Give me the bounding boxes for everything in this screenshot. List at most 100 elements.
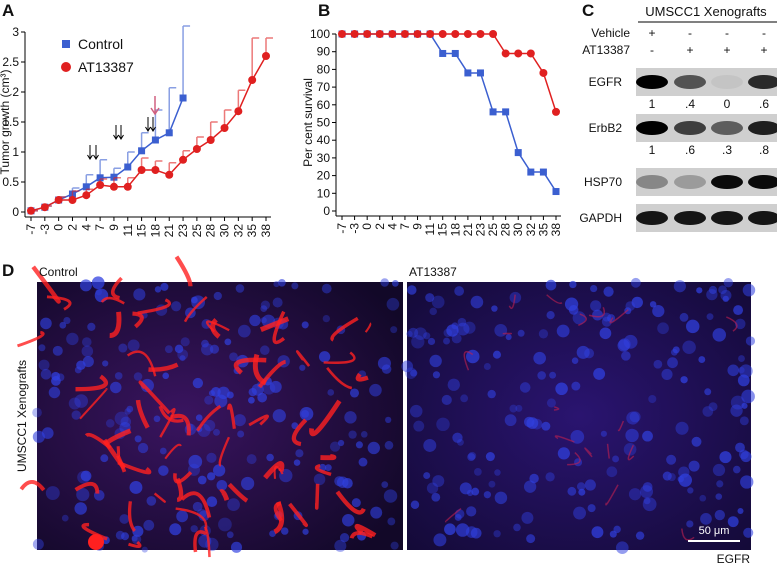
marker bbox=[553, 188, 560, 195]
nucleus bbox=[689, 461, 700, 472]
band-label: ErbB2 bbox=[589, 121, 623, 135]
quant: .3 bbox=[722, 143, 732, 157]
nucleus bbox=[51, 372, 60, 381]
nucleus bbox=[709, 286, 717, 294]
nucleus bbox=[266, 454, 274, 462]
marker bbox=[338, 30, 346, 38]
nucleus bbox=[146, 496, 156, 506]
nucleus bbox=[692, 437, 702, 447]
nucleus bbox=[380, 278, 389, 287]
nucleus bbox=[537, 371, 546, 380]
nucleus bbox=[410, 405, 423, 418]
marker bbox=[490, 108, 497, 115]
nucleus bbox=[82, 345, 94, 357]
marker bbox=[477, 69, 484, 76]
panel-d: Control AT13387 UMSCC1 Xenografts 50 μm … bbox=[15, 257, 755, 566]
nucleus bbox=[547, 311, 555, 319]
sign: + bbox=[686, 43, 693, 57]
nucleus bbox=[533, 352, 546, 365]
y-tick-label: 0 bbox=[323, 204, 330, 218]
nucleus bbox=[171, 301, 181, 311]
nucleus bbox=[350, 388, 359, 397]
nucleus bbox=[142, 547, 148, 553]
row-label: AT13387 bbox=[582, 43, 630, 57]
error-bar bbox=[169, 88, 176, 133]
nucleus bbox=[618, 338, 630, 350]
nucleus bbox=[135, 435, 142, 442]
nucleus bbox=[207, 496, 218, 507]
nucleus bbox=[273, 298, 283, 308]
nucleus bbox=[686, 320, 699, 333]
nucleus bbox=[213, 429, 220, 436]
nucleus bbox=[411, 501, 419, 509]
nucleus bbox=[707, 313, 714, 320]
nucleus bbox=[160, 448, 167, 455]
nucleus bbox=[248, 397, 255, 404]
nucleus bbox=[687, 487, 693, 493]
membrane bbox=[320, 456, 334, 457]
sign: - bbox=[725, 26, 729, 40]
nucleus bbox=[384, 489, 397, 502]
marker bbox=[515, 149, 522, 156]
x-tick-label: -3 bbox=[38, 224, 52, 235]
panel-letter: A bbox=[2, 1, 14, 20]
nucleus bbox=[680, 376, 687, 383]
nucleus bbox=[715, 510, 725, 520]
nucleus bbox=[698, 356, 705, 363]
nucleus bbox=[302, 321, 309, 328]
marker bbox=[527, 49, 535, 57]
marker bbox=[180, 95, 187, 102]
nucleus bbox=[650, 301, 656, 307]
nucleus bbox=[590, 300, 601, 311]
scale-label: 50 μm bbox=[699, 525, 730, 537]
nucleus bbox=[319, 351, 330, 362]
nucleus bbox=[520, 382, 531, 393]
nucleus bbox=[102, 360, 108, 366]
nucleus bbox=[69, 397, 81, 409]
nucleus bbox=[204, 396, 213, 405]
x-tick-label: 4 bbox=[79, 224, 93, 231]
nucleus bbox=[381, 481, 388, 488]
nucleus bbox=[588, 504, 596, 512]
nucleus bbox=[487, 390, 495, 398]
nucleus bbox=[338, 440, 344, 446]
marker bbox=[262, 52, 270, 60]
nucleus bbox=[666, 455, 676, 465]
marker bbox=[363, 30, 371, 38]
nucleus bbox=[278, 279, 286, 287]
nucleus bbox=[370, 507, 382, 519]
x-tick-label: 2 bbox=[65, 224, 79, 231]
panel-letter: C bbox=[582, 1, 594, 20]
arrow bbox=[151, 96, 159, 114]
nucleus bbox=[452, 333, 462, 343]
y-tick-label: 100 bbox=[310, 27, 330, 41]
nucleus bbox=[392, 280, 399, 287]
sign: - bbox=[762, 26, 766, 40]
quant: 0 bbox=[724, 97, 731, 111]
y-tick-label: 80 bbox=[317, 62, 331, 76]
nucleus bbox=[281, 527, 288, 534]
nucleus bbox=[160, 283, 168, 291]
nucleus bbox=[227, 498, 240, 511]
nucleus bbox=[193, 378, 203, 388]
nucleus bbox=[644, 497, 651, 504]
nucleus bbox=[674, 280, 686, 292]
nucleus bbox=[455, 514, 462, 521]
nucleus bbox=[207, 472, 215, 480]
error-bar bbox=[183, 26, 190, 98]
nucleus bbox=[39, 360, 50, 371]
nucleus bbox=[494, 469, 501, 476]
marker bbox=[221, 124, 229, 132]
nucleus bbox=[299, 365, 305, 371]
nucleus bbox=[385, 441, 394, 450]
nucleus bbox=[493, 530, 500, 537]
nucleus bbox=[442, 395, 452, 405]
nucleus bbox=[53, 346, 63, 356]
nucleus bbox=[344, 411, 356, 423]
nucleus bbox=[457, 439, 464, 446]
nucleus bbox=[612, 455, 619, 462]
nucleus bbox=[261, 317, 267, 323]
nucleus bbox=[423, 439, 436, 452]
arrow bbox=[94, 145, 99, 159]
nucleus bbox=[702, 406, 713, 417]
